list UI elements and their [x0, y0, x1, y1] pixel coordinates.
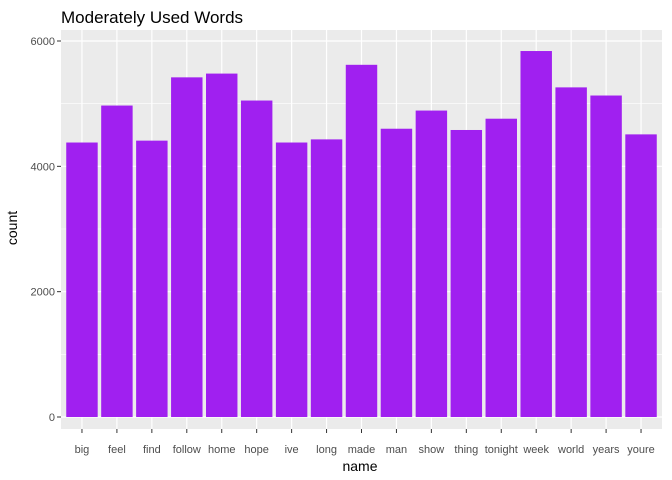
bar-find	[136, 140, 168, 417]
x-axis: big feel find follow home hope ive long made man s…	[75, 429, 655, 456]
bar-tonight	[485, 118, 517, 417]
bar-follow	[171, 77, 203, 417]
x-tick-label: find	[143, 444, 161, 456]
y-tick-label: 2000	[31, 287, 55, 299]
bar-made	[345, 64, 378, 418]
x-tick-label: youre	[627, 444, 655, 456]
x-tick-label: feel	[108, 444, 126, 456]
x-tick-label: hope	[244, 444, 268, 456]
bar-hope	[240, 100, 273, 418]
bar-home	[206, 73, 238, 417]
x-tick-label: tonight	[485, 444, 518, 456]
x-tick-label: world	[557, 444, 584, 456]
x-tick-label: big	[75, 444, 90, 456]
bar-world	[555, 87, 587, 417]
x-tick-label: long	[316, 444, 337, 456]
x-tick-label: home	[208, 444, 236, 456]
bar-big	[66, 142, 98, 417]
y-tick-label: 0	[49, 412, 55, 424]
chart-title: Moderately Used Words	[61, 8, 243, 27]
x-axis-title: name	[342, 458, 377, 474]
bar-ive	[275, 142, 308, 417]
bar-long	[310, 139, 343, 418]
y-axis: 0 2000 4000 6000	[31, 36, 61, 424]
bar-show	[415, 110, 448, 417]
bar-man	[380, 128, 413, 417]
bar-week	[520, 51, 552, 417]
bar-thing	[450, 129, 483, 417]
bar-feel	[101, 105, 133, 418]
x-tick-label: show	[419, 444, 445, 456]
y-tick-label: 6000	[31, 36, 55, 48]
x-tick-label: years	[593, 444, 620, 456]
x-tick-label: thing	[454, 444, 478, 456]
x-tick-label: ive	[285, 444, 299, 456]
bar-youre	[625, 134, 657, 417]
x-tick-label: man	[386, 444, 407, 456]
x-tick-label: made	[348, 444, 376, 456]
y-axis-title: count	[4, 211, 20, 245]
bars	[66, 51, 657, 418]
x-tick-label: week	[522, 444, 549, 456]
x-tick-label: follow	[173, 444, 201, 456]
y-tick-label: 4000	[31, 161, 55, 173]
bar-years	[590, 95, 622, 418]
